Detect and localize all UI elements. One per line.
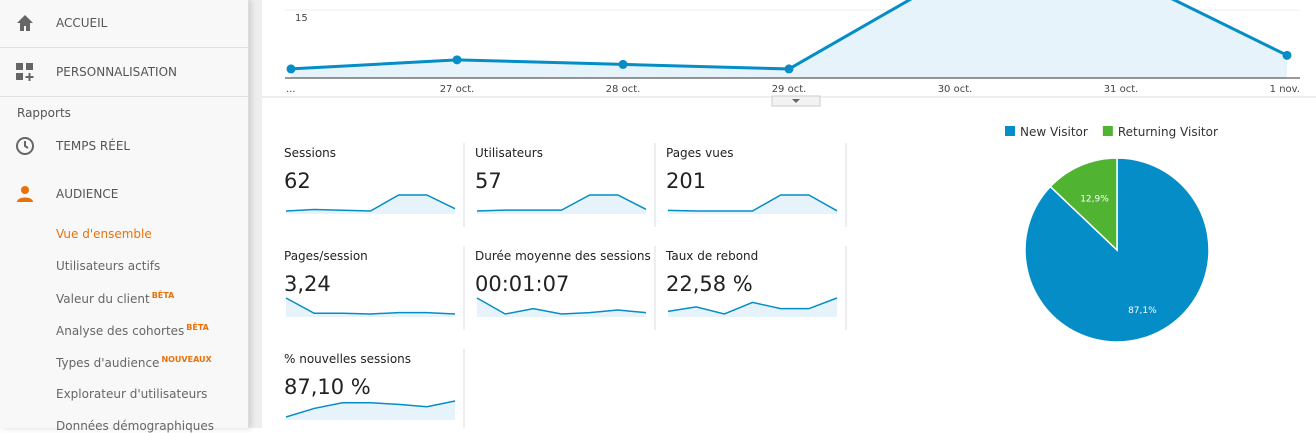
legend-swatch [1005, 126, 1015, 136]
person-icon [17, 186, 33, 202]
legend-label: Returning Visitor [1118, 125, 1218, 139]
pie-label: 12,9% [1080, 195, 1109, 205]
submenu-item[interactable]: Analyse des cohortes BÊTA [56, 323, 209, 338]
x-tick-label: 30 oct. [938, 84, 973, 95]
submenu-label: Valeur du client [56, 292, 150, 306]
nav-item[interactable]: PERSONNALISATION [56, 65, 178, 79]
point [452, 55, 462, 65]
metric-value: 00:01:07 [475, 272, 569, 296]
pie-slice [1049, 157, 1118, 252]
sparkline [476, 297, 647, 315]
submenu-item[interactable]: Données démographiques [56, 419, 214, 433]
sparkline-area [668, 298, 837, 317]
submenu-item[interactable]: Valeur du client BÊTA [56, 291, 174, 306]
metric-value: 62 [284, 169, 311, 193]
legend-swatch [1102, 126, 1113, 136]
x-tick-label: 31 oct. [1104, 84, 1139, 95]
sidebar: ACCUEIL PERSONNALISATION Rapports TEMPS … [0, 0, 249, 433]
separator [0, 96, 248, 97]
submenu-label: Analyse des cohortes [56, 324, 185, 338]
sparkline [285, 400, 456, 418]
badge: NOUVEAUX [161, 355, 212, 364]
separator [0, 47, 248, 48]
metric-value: 201 [666, 169, 706, 193]
sparkline [285, 194, 456, 212]
sparkline-area [286, 195, 455, 214]
submenu-item[interactable]: Types d'audience NOUVEAUX [56, 355, 212, 370]
sparkline [285, 297, 456, 315]
metric-label: Pages vues [666, 146, 733, 160]
submenu-label: Données démographiques [56, 419, 214, 433]
pie-label: 87,1% [1128, 306, 1157, 316]
collapse-arrow [792, 99, 800, 103]
section-title: Rapports [17, 106, 71, 120]
sparkline [667, 194, 838, 212]
custom-icon [16, 63, 34, 81]
badge: BÊTA [186, 323, 209, 332]
badge: BÊTA [151, 291, 175, 300]
metric-value: 57 [475, 169, 502, 193]
legend-label: New Visitor [1020, 125, 1088, 139]
metric-label: Utilisateurs [475, 146, 543, 160]
x-tick-label: ... [286, 84, 296, 95]
submenu-label: Types d'audience [56, 356, 160, 370]
point [1282, 50, 1292, 60]
nav-item[interactable]: ACCUEIL [56, 16, 108, 30]
x-tick-label: 29 oct. [772, 84, 807, 95]
sparkline-area [286, 401, 455, 420]
nav-item[interactable]: TEMPS RÉEL [56, 139, 131, 153]
metric-value: 87,10 % [284, 375, 371, 399]
point [784, 64, 794, 74]
metric-label: % nouvelles sessions [284, 352, 411, 366]
sparkline-area [286, 298, 455, 317]
nav-item[interactable]: AUDIENCE [56, 187, 119, 201]
x-tick-label: 1 nov. [1270, 84, 1300, 95]
home-icon [17, 15, 33, 31]
metric-value: 3,24 [284, 272, 331, 296]
metric-label: Taux de rebond [665, 249, 758, 263]
y-tick-label: 15 [295, 13, 308, 24]
point [286, 64, 296, 74]
line-area [291, 0, 1287, 78]
clock-icon [16, 137, 34, 155]
sparkline-area [477, 298, 646, 317]
sparkline-area [477, 195, 646, 214]
sparkline [476, 194, 647, 212]
x-tick-label: 27 oct. [440, 84, 475, 95]
sparkline-area [668, 195, 837, 214]
submenu-item[interactable]: Utilisateurs actifs [56, 259, 160, 273]
submenu-label: Utilisateurs actifs [56, 259, 161, 273]
metric-label: Sessions [284, 146, 336, 160]
x-tick-label: 28 oct. [606, 84, 641, 95]
submenu-label: Vue d'ensemble [56, 227, 152, 241]
submenu-label: Explorateur d'utilisateurs [56, 387, 208, 401]
metric-label: Pages/session [284, 249, 368, 263]
submenu-item[interactable]: Vue d'ensemble [56, 227, 152, 241]
sparkline [667, 297, 838, 315]
point [618, 59, 628, 69]
divider [249, 0, 262, 428]
submenu-item[interactable]: Explorateur d'utilisateurs [56, 387, 207, 401]
metric-label: Durée moyenne des sessions [475, 249, 651, 263]
metric-value: 22,58 % [666, 272, 753, 296]
